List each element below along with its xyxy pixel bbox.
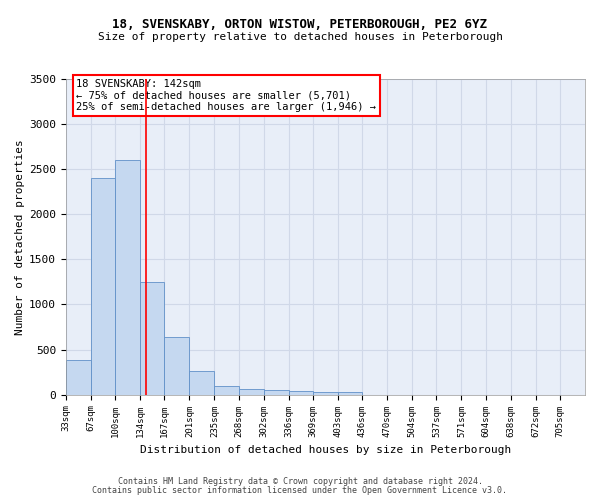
Bar xyxy=(239,389,263,394)
Text: Contains public sector information licensed under the Open Government Licence v3: Contains public sector information licen… xyxy=(92,486,508,495)
X-axis label: Distribution of detached houses by size in Peterborough: Distribution of detached houses by size … xyxy=(140,445,511,455)
Bar xyxy=(190,371,214,394)
Bar xyxy=(164,337,190,394)
Bar xyxy=(313,392,338,394)
Bar xyxy=(140,282,164,395)
Bar xyxy=(338,392,362,394)
Bar xyxy=(214,386,239,394)
Text: 18 SVENSKABY: 142sqm
← 75% of detached houses are smaller (5,701)
25% of semi-de: 18 SVENSKABY: 142sqm ← 75% of detached h… xyxy=(76,79,376,112)
Bar xyxy=(66,360,91,394)
Y-axis label: Number of detached properties: Number of detached properties xyxy=(15,139,25,334)
Text: 18, SVENSKABY, ORTON WISTOW, PETERBOROUGH, PE2 6YZ: 18, SVENSKABY, ORTON WISTOW, PETERBOROUG… xyxy=(113,18,487,30)
Bar xyxy=(263,390,289,394)
Text: Size of property relative to detached houses in Peterborough: Size of property relative to detached ho… xyxy=(97,32,503,42)
Bar xyxy=(115,160,140,394)
Bar xyxy=(289,390,313,394)
Bar xyxy=(91,178,115,394)
Text: Contains HM Land Registry data © Crown copyright and database right 2024.: Contains HM Land Registry data © Crown c… xyxy=(118,477,482,486)
